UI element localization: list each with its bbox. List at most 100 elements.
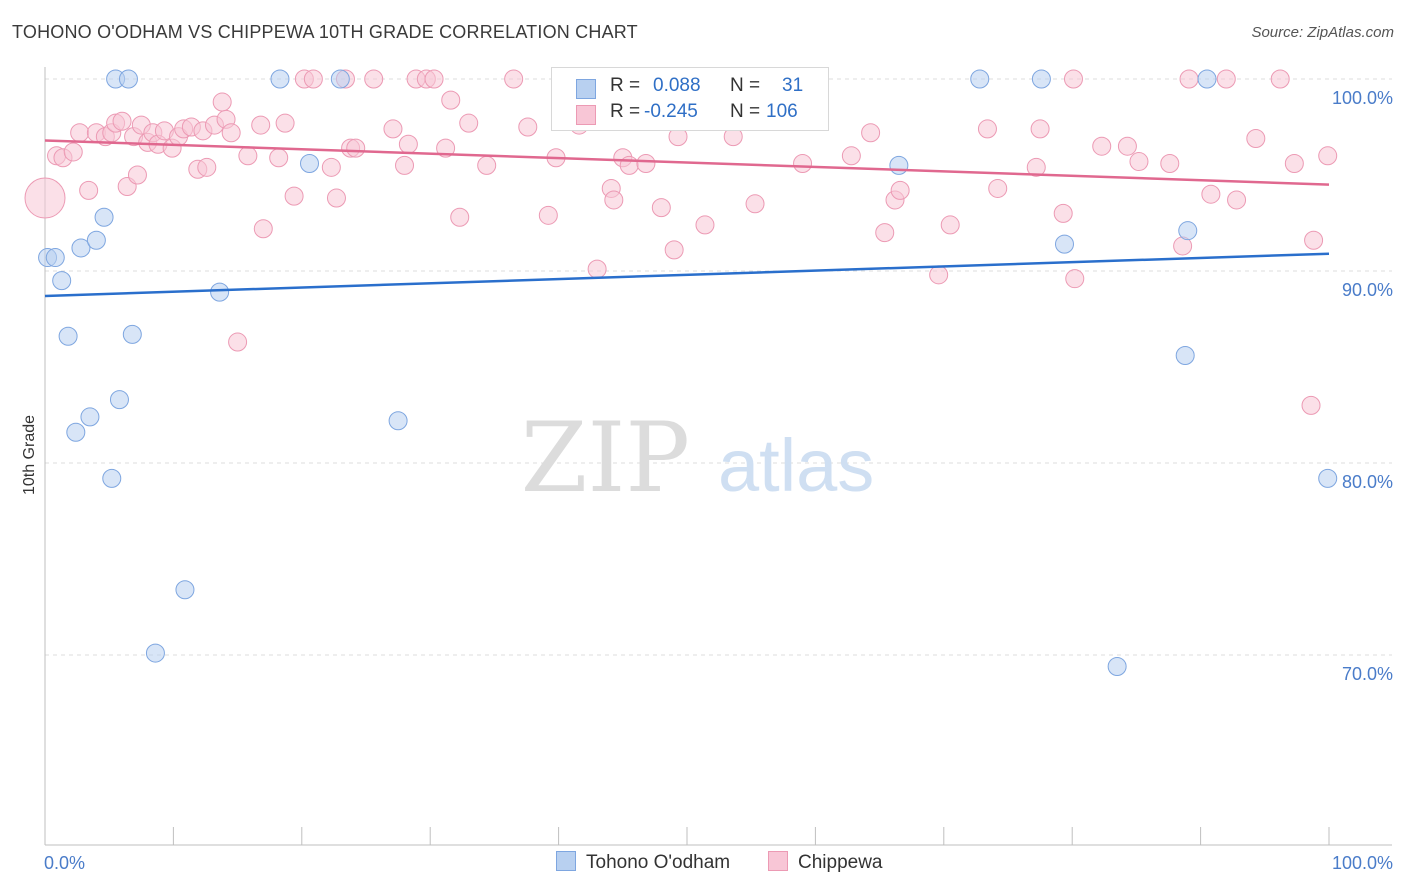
point-chippewa <box>253 219 273 239</box>
point-chippewa <box>1026 157 1046 177</box>
x-tick-label: 100.0% <box>1332 853 1393 873</box>
point-chippewa <box>1030 119 1050 139</box>
point-tohono <box>45 248 65 268</box>
point-tohono <box>52 271 72 291</box>
point-chippewa <box>1301 395 1321 415</box>
point-chippewa <box>929 265 949 285</box>
point-chippewa <box>326 188 346 208</box>
y-tick-label: 70.0% <box>1342 664 1393 684</box>
point-tohono <box>175 580 195 600</box>
point-chippewa <box>651 198 671 218</box>
point-chippewa <box>1318 146 1338 166</box>
chart-title: TOHONO O'ODHAM VS CHIPPEWA 10TH GRADE CO… <box>12 22 638 42</box>
legend-swatch-tohono <box>576 79 596 99</box>
point-tohono <box>970 69 990 89</box>
watermark: ZIP atlas <box>521 402 875 514</box>
legend-n-label: N = <box>730 75 761 96</box>
point-chippewa <box>1092 136 1112 156</box>
point-tohono <box>330 69 350 89</box>
axes <box>44 67 1392 846</box>
point-chippewa <box>841 146 861 166</box>
point-chippewa <box>477 155 497 175</box>
point-chippewa <box>1117 136 1137 156</box>
point-chippewa <box>695 215 715 235</box>
point-chippewa <box>424 69 444 89</box>
point-chippewa <box>1216 69 1236 89</box>
point-chippewa <box>269 148 289 168</box>
point-chippewa <box>395 155 415 175</box>
point-tohono <box>1178 221 1198 241</box>
point-tohono <box>1175 345 1195 365</box>
point-chippewa <box>24 177 66 219</box>
gridlines <box>45 78 1392 656</box>
point-chippewa <box>1179 69 1199 89</box>
point-tohono <box>1318 468 1338 488</box>
point-chippewa <box>988 178 1008 198</box>
point-chippewa <box>1201 184 1221 204</box>
point-tohono <box>1054 234 1074 254</box>
point-chippewa <box>450 207 470 227</box>
point-chippewa <box>1246 129 1266 149</box>
watermark-zip: ZIP <box>521 402 690 514</box>
point-chippewa <box>303 69 323 89</box>
point-chippewa <box>977 119 997 139</box>
point-chippewa <box>940 215 960 235</box>
point-chippewa <box>1129 152 1149 172</box>
point-chippewa <box>275 113 295 133</box>
point-chippewa <box>436 138 456 158</box>
point-tohono <box>270 69 290 89</box>
point-tohono <box>109 390 129 410</box>
point-chippewa <box>875 223 895 243</box>
point-chippewa <box>127 165 147 185</box>
point-chippewa <box>398 134 418 154</box>
point-chippewa <box>518 117 538 137</box>
point-chippewa <box>197 157 217 177</box>
bottom-legend-tohono: Tohono O'odham <box>556 851 730 874</box>
legend-row-tohono: R = 0.088 N = 31 <box>552 75 828 101</box>
trend-line-tohono <box>44 252 1330 298</box>
y-tick-label: 90.0% <box>1342 280 1393 300</box>
point-chippewa <box>364 69 384 89</box>
source-credit: Source: ZipAtlas.com <box>1251 24 1394 41</box>
point-tohono <box>58 326 78 346</box>
y-tick-label: 100.0% <box>1332 88 1393 108</box>
point-chippewa <box>251 115 271 135</box>
legend-row-chippewa: R = -0.245 N = 106 <box>552 101 828 127</box>
point-chippewa <box>441 90 461 110</box>
correlation-legend: R = 0.088 N = 31 R = -0.245 N = 106 <box>551 67 829 131</box>
point-chippewa <box>587 259 607 279</box>
y-tick-label: 80.0% <box>1342 472 1393 492</box>
point-tohono <box>80 407 100 427</box>
legend-n-value: 106 <box>766 101 798 122</box>
legend-r-value: 0.088 <box>653 75 701 96</box>
point-chippewa <box>212 92 232 112</box>
point-tohono <box>71 238 91 258</box>
point-chippewa <box>1063 69 1083 89</box>
point-chippewa <box>459 113 479 133</box>
point-chippewa <box>1270 69 1290 89</box>
legend-n-label: N = <box>730 101 761 122</box>
bottom-legend-label-tohono: Tohono O'odham <box>586 852 731 873</box>
point-chippewa <box>383 119 403 139</box>
point-chippewa <box>221 123 241 143</box>
tick-labels: 100.0% 90.0% 80.0% 70.0% 0.0% 100.0% <box>44 88 1393 873</box>
point-chippewa <box>112 111 132 131</box>
legend-r-value: -0.245 <box>644 101 698 122</box>
point-chippewa <box>228 332 248 352</box>
point-tohono <box>1197 69 1217 89</box>
point-chippewa <box>70 123 90 143</box>
legend-r-label: R = <box>610 75 641 96</box>
point-chippewa <box>861 123 881 143</box>
bottom-legend-swatch-chippewa <box>768 851 788 871</box>
point-tohono <box>889 155 909 175</box>
trend-line-chippewa <box>44 139 1330 186</box>
trend-lines <box>44 139 1330 298</box>
point-chippewa <box>1053 203 1073 223</box>
point-tohono <box>1031 69 1051 89</box>
point-chippewa <box>538 205 558 225</box>
point-tohono <box>388 411 408 431</box>
point-tohono <box>66 422 86 442</box>
point-tohono <box>118 69 138 89</box>
data-points <box>24 69 1338 677</box>
bottom-legend-label-chippewa: Chippewa <box>798 852 883 873</box>
